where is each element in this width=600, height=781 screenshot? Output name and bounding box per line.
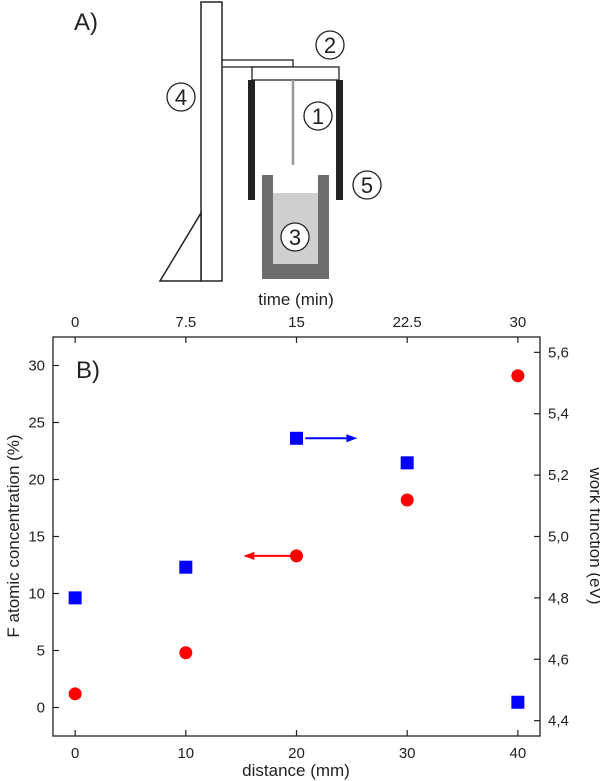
x-tick-label: 20: [288, 745, 305, 762]
label-2: 2: [315, 30, 345, 60]
y-left-axis-title: F atomic concentration (%): [4, 434, 23, 637]
y-right-tick-label: 4,6: [548, 651, 569, 668]
y-right-tick-label: 4,4: [548, 713, 569, 730]
circle-point: [68, 687, 82, 701]
y-right-tick-label: 5,2: [548, 467, 569, 484]
plot-frame: [52, 336, 541, 737]
circle-point: [400, 493, 414, 507]
y-right-tick-label: 5,6: [548, 344, 569, 361]
left-electrode: [248, 80, 255, 200]
x-tick-label: 30: [399, 745, 416, 762]
x-top-tick-label: 15: [288, 314, 305, 331]
y-right-axis-title: work function (eV): [586, 467, 600, 605]
x-tick-label: 0: [71, 745, 79, 762]
y-right-tick-label: 5,0: [548, 529, 569, 546]
arrow-right: [305, 434, 358, 443]
data-points: [68, 369, 525, 709]
holder-arm: [221, 59, 294, 68]
y-left-tick-label: 20: [28, 472, 45, 489]
x-top-tick-label: 7.5: [175, 314, 196, 331]
label-1: 1: [303, 101, 333, 131]
y-left-tick-label: 5: [37, 643, 45, 660]
y-left-tick-label: 25: [28, 415, 45, 432]
stand-pole: [200, 1, 223, 282]
x-top-tick-label: 30: [510, 314, 527, 331]
y-left-tick-label: 15: [28, 529, 45, 546]
stand-base: [158, 210, 202, 282]
chart: B) 0 10 20 30 40 0 7.5 15 22.5 30 0 5 10 15 20 25 30 4,4 4…: [4, 290, 600, 780]
label-4: 4: [166, 82, 196, 112]
circle-point: [179, 646, 193, 660]
x-tick-label: 40: [510, 745, 527, 762]
label-5: 5: [352, 170, 382, 200]
ticks: 0 10 20 30 40 0 7.5 15 22.5 30 0 5 10 15 20 25 30 4,4 4,6 4…: [28, 314, 569, 762]
square-point: [68, 591, 82, 605]
x-top-axis-title: time (min): [258, 290, 334, 309]
y-right-tick-label: 4,8: [548, 590, 569, 607]
apparatus-schematic: A) 1 2 3 4: [74, 1, 382, 282]
x-top-tick-label: 22.5: [393, 314, 422, 331]
y-right-tick-label: 5,4: [548, 406, 569, 423]
x-top-tick-label: 0: [71, 314, 79, 331]
svg-text:1: 1: [312, 104, 324, 129]
panel-b-label: B): [76, 357, 100, 384]
holder-top: [251, 66, 340, 81]
y-left-tick-label: 10: [28, 586, 45, 603]
y-left-tick-label: 0: [37, 700, 45, 717]
svg-text:2: 2: [324, 33, 336, 58]
svg-text:3: 3: [289, 225, 301, 250]
svg-text:4: 4: [175, 85, 187, 110]
square-point: [179, 560, 193, 574]
circle-point: [511, 369, 525, 383]
arrow-left: [243, 551, 297, 560]
x-axis-title: distance (mm): [242, 761, 350, 780]
y-left-tick-label: 30: [28, 358, 45, 375]
x-tick-label: 10: [177, 745, 194, 762]
panel-a-label: A): [74, 9, 98, 36]
right-electrode: [336, 80, 343, 200]
square-point: [400, 456, 414, 470]
label-3: 3: [280, 222, 310, 252]
arrows: [243, 434, 358, 560]
square-point: [511, 695, 525, 709]
bath-container: [262, 175, 329, 279]
square-point: [290, 431, 303, 445]
svg-text:5: 5: [361, 173, 373, 198]
circle-point: [290, 549, 303, 563]
